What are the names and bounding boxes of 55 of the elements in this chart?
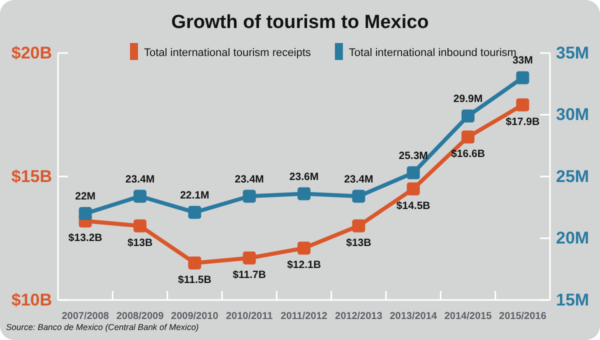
point — [242, 252, 256, 265]
x-tick-label: 2009/2010 — [171, 311, 219, 322]
x-tick-label: 2011/2012 — [280, 311, 328, 322]
data-label: 23.4M — [125, 173, 155, 186]
y2-tick-label: 20M — [556, 228, 590, 248]
x-tick-label: 2015/2016 — [499, 311, 547, 322]
data-label: $16.6B — [451, 148, 486, 160]
x-tick-label: 2012/2013 — [335, 311, 383, 322]
data-label: 29.9M — [453, 92, 483, 105]
point — [242, 190, 256, 203]
point — [188, 206, 202, 219]
y2-tick-label: 35M — [556, 43, 590, 62]
y-tick-label: $15B — [11, 166, 52, 186]
data-label: 22.1M — [180, 189, 210, 202]
data-label: $14.5B — [396, 200, 431, 212]
point — [134, 190, 146, 203]
source-note: Source: Banco de Mexico (Central Bank of Mexico) — [6, 322, 199, 332]
data-label: $11.7B — [232, 269, 266, 282]
point — [516, 71, 530, 84]
data-label: $11.5B — [178, 274, 212, 286]
point — [298, 187, 310, 200]
point — [134, 219, 146, 232]
data-label: 25.3M — [398, 150, 428, 162]
y2-tick-label: 15M — [556, 290, 590, 310]
point — [352, 219, 366, 232]
x-tick-label: 2010/2011 — [226, 311, 274, 322]
y2-tick-label: 25M — [556, 166, 590, 186]
point — [462, 130, 474, 144]
data-label: 23.4M — [234, 173, 264, 186]
point — [352, 190, 366, 203]
point — [406, 182, 420, 196]
point — [516, 98, 530, 112]
x-tick-label: 2007/2008 — [62, 311, 110, 322]
point — [188, 256, 202, 270]
data-label: 33M — [512, 54, 534, 67]
chart-title: Growth of tourism to Mexico — [171, 12, 429, 33]
point — [406, 166, 420, 180]
data-label: $13B — [346, 236, 372, 249]
x-tick-label: 2008/2009 — [116, 311, 164, 322]
x-tick-label: 2014/2015 — [444, 311, 492, 322]
data-label: $13B — [127, 236, 153, 249]
data-label: 23.6M — [289, 170, 319, 183]
data-label: 22M — [75, 190, 96, 203]
data-label: 23.4M — [344, 173, 374, 186]
legend-label: Total international tourism receipts — [144, 47, 312, 59]
y-tick-label: $20B — [11, 43, 52, 62]
point — [462, 109, 474, 122]
point — [298, 242, 310, 255]
data-label: $17.9B — [506, 116, 540, 128]
data-label: $13.2B — [68, 232, 103, 244]
data-label: $12.1B — [287, 259, 322, 272]
y-tick-label: $10B — [11, 290, 52, 310]
point — [78, 207, 92, 220]
x-tick-label: 2013/2014 — [390, 311, 438, 322]
y2-tick-label: 30M — [556, 105, 590, 124]
